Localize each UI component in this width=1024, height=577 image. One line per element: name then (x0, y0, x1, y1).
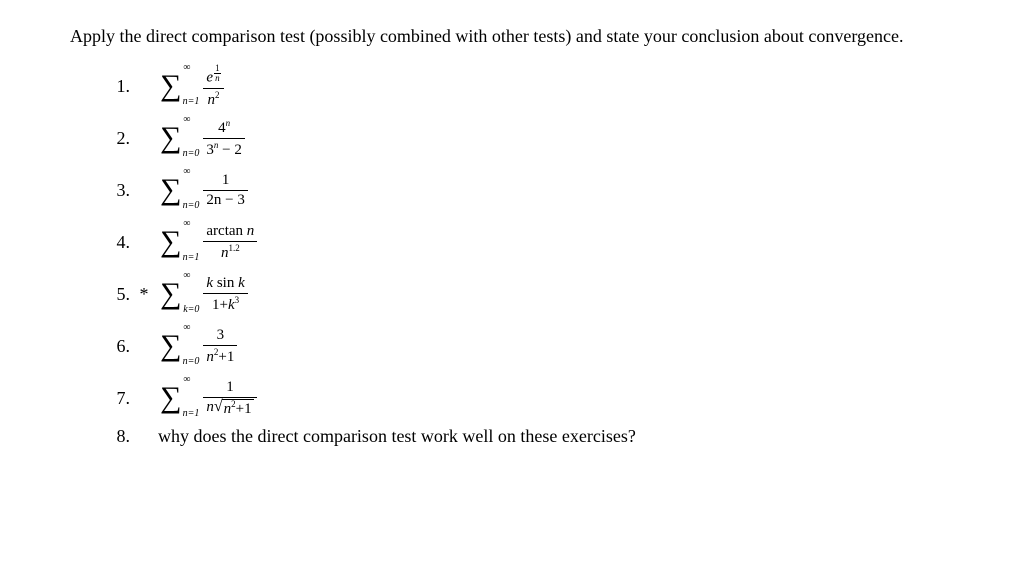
series-expression: ∑∞n=1 e1nn2 (158, 64, 224, 109)
fraction: k sin k1+k3 (203, 275, 247, 315)
problem-number: 1. (100, 76, 136, 97)
fraction: 12n − 3 (203, 172, 247, 210)
fraction: 4n3n − 2 (203, 118, 244, 160)
problem-number: 5. (100, 284, 136, 305)
sigma-icon: ∑∞n=0 (160, 331, 181, 361)
problem-7: 7. ∑∞n=1 1n√n2+1 (100, 374, 954, 422)
problem-number: 2. (100, 128, 136, 149)
series-expression: ∑∞n=0 4n3n − 2 (158, 118, 245, 160)
fraction: 1n√n2+1 (203, 379, 256, 418)
problem-1: 1. ∑∞n=1 e1nn2 (100, 62, 954, 110)
problem-number: 6. (100, 336, 136, 357)
problem-4: 4. ∑∞n=1 arctan nn1.2 (100, 218, 954, 266)
problem-number: 4. (100, 232, 136, 253)
problem-number: 7. (100, 388, 136, 409)
fraction: arctan nn1.2 (203, 223, 257, 263)
sigma-icon: ∑∞k=0 (160, 279, 181, 309)
sigma-icon: ∑∞n=0 (160, 175, 181, 205)
problem-2: 2. ∑∞n=0 4n3n − 2 (100, 114, 954, 162)
sigma-icon: ∑∞n=0 (160, 123, 181, 153)
fraction: 3n2+1 (203, 327, 237, 367)
sigma-icon: ∑∞n=1 (160, 227, 181, 257)
problem-8: 8. why does the direct comparison test wo… (100, 426, 954, 447)
page: Apply the direct comparison test (possib… (0, 0, 1024, 447)
sigma-icon: ∑∞n=1 (160, 383, 181, 413)
fraction: e1nn2 (203, 64, 223, 109)
problem-number: 8. (100, 426, 136, 447)
series-expression: ∑∞n=1 arctan nn1.2 (158, 223, 257, 263)
series-expression: ∑∞n=0 3n2+1 (158, 327, 237, 367)
problem-5: 5.* ∑∞k=0 k sin k1+k3 (100, 270, 954, 318)
sigma-icon: ∑∞n=1 (160, 71, 181, 101)
problem-3: 3. ∑∞n=0 12n − 3 (100, 166, 954, 214)
instructions-text: Apply the direct comparison test (possib… (70, 24, 954, 48)
problem-6: 6. ∑∞n=0 3n2+1 (100, 322, 954, 370)
problem-star: * (136, 284, 152, 305)
problem-number: 3. (100, 180, 136, 201)
series-expression: ∑∞k=0 k sin k1+k3 (158, 275, 248, 315)
series-expression: ∑∞n=0 12n − 3 (158, 172, 248, 210)
series-expression: ∑∞n=1 1n√n2+1 (158, 379, 257, 418)
problem-list: 1. ∑∞n=1 e1nn2 2. ∑∞n=0 4n3n − 2 3. ∑∞n=0 12n − … (100, 62, 954, 447)
problem-8-text: why does the direct comparison test work… (158, 426, 636, 447)
